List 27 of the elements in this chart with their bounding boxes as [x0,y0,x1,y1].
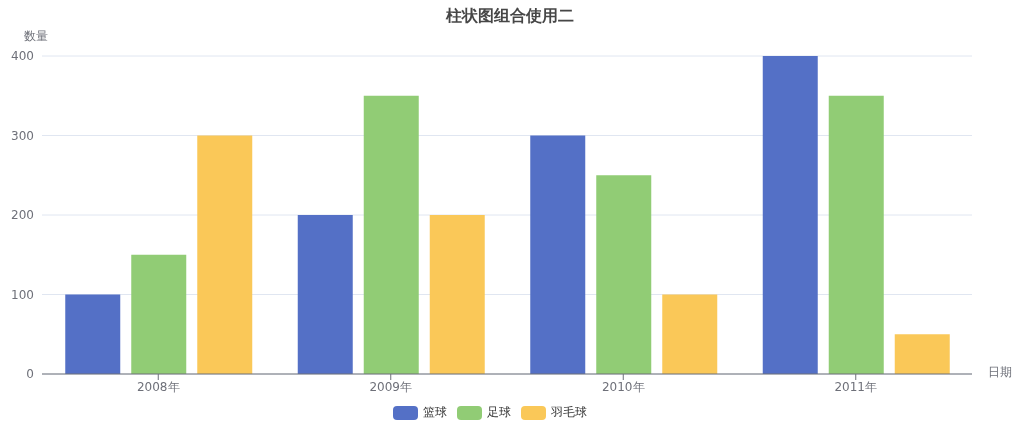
legend-label: 篮球 [423,404,447,421]
bar [363,95,419,374]
x-tick-label: 2009年 [369,379,413,394]
x-tick-label: 2010年 [601,379,645,394]
bar [662,294,718,374]
legend-label: 足球 [487,404,511,421]
chart-title: 柱状图组合使用二 [445,6,575,27]
x-tick-label: 2008年 [136,379,180,394]
y-tick-label: 300 [11,128,34,143]
y-tick-label: 200 [11,208,34,223]
bar [429,215,485,374]
y-tick-label: 100 [11,287,34,302]
y-axis-title: 数量 [24,28,48,45]
bar [530,135,586,374]
bar [894,334,950,374]
bar [65,294,121,374]
y-tick-label: 0 [26,367,34,382]
x-tick-label: 2011年 [834,379,878,394]
bar [762,56,818,374]
legend-label: 羽毛球 [551,404,587,421]
bar [828,95,884,374]
bar [297,215,353,374]
bar [596,175,652,374]
bar [197,135,253,374]
bar [131,254,187,374]
y-tick-label: 400 [11,49,34,64]
x-axis-title: 日期 [988,364,1012,381]
